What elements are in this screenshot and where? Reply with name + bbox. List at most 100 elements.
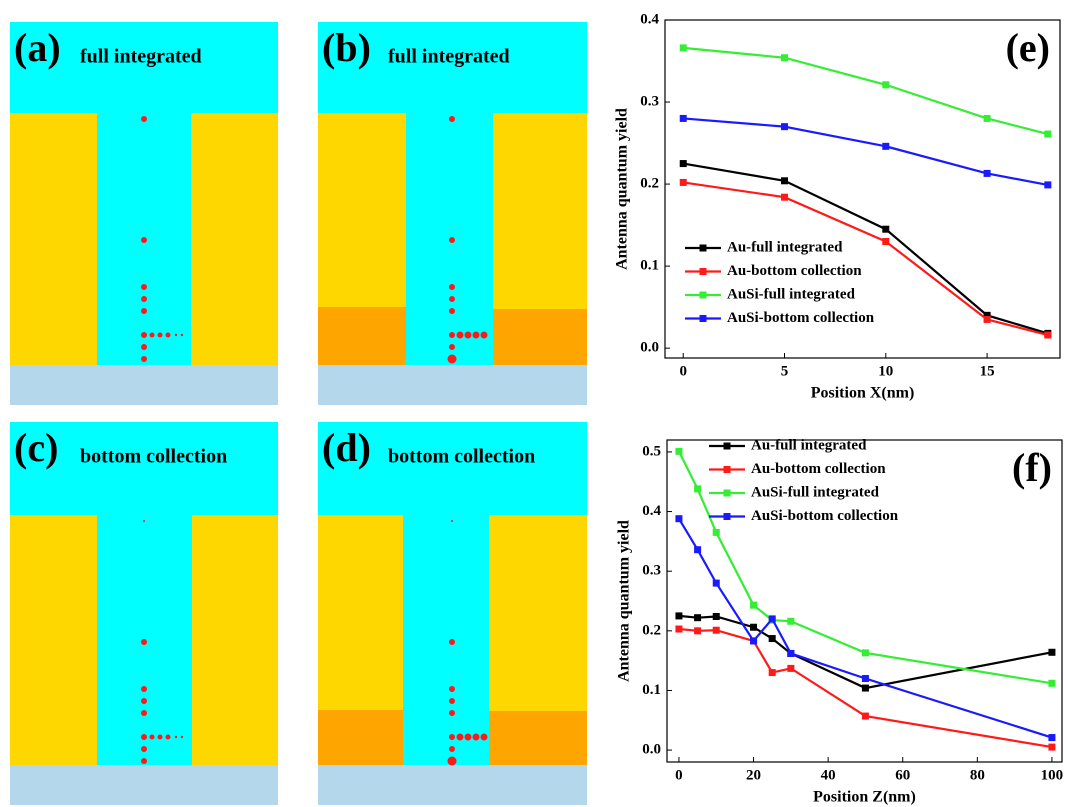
data-point: [781, 177, 788, 184]
dipole-dot: [449, 296, 455, 302]
data-point: [694, 614, 701, 621]
legend-marker: [700, 245, 707, 252]
x-tick-label: 60: [895, 767, 910, 783]
dipole-dot: [449, 686, 455, 692]
dipole-dot: [457, 332, 464, 339]
schematic-panel: (a) full integrated: [10, 22, 278, 405]
legend-label: AuSi-full integrated: [727, 286, 856, 302]
panel-caption: full integrated: [80, 46, 202, 68]
dipole-dot: [175, 736, 177, 738]
x-tick-label: 10: [878, 363, 893, 379]
orange-right: [489, 711, 587, 765]
dipole-dot: [141, 296, 147, 302]
data-point: [787, 665, 794, 672]
y-axis-label: Antenna quantum yield: [616, 520, 633, 682]
dipole-dot: [143, 520, 145, 522]
y-tick-label: 0.3: [640, 93, 659, 109]
dipole-dot: [158, 333, 163, 338]
data-point: [694, 546, 701, 553]
data-point: [675, 626, 682, 633]
data-point: [675, 515, 682, 522]
dipole-dot: [457, 734, 464, 741]
x-axis-label: Position Z(nm): [813, 789, 916, 806]
dipole-dot: [451, 520, 453, 522]
legend-marker: [724, 513, 731, 520]
data-point: [882, 143, 889, 150]
data-point: [862, 685, 869, 692]
dipole-dot: [449, 284, 455, 290]
data-point: [984, 115, 991, 122]
panel-label: (d): [322, 425, 371, 470]
figure: (a)full integrated(b)full integrated(c)b…: [0, 0, 1068, 807]
panel-label: (a): [14, 25, 61, 70]
dipole-dot: [150, 735, 155, 740]
dipole-dot: [141, 746, 147, 752]
data-point: [984, 316, 991, 323]
dipole-dot: [166, 333, 171, 338]
dipole-dot: [158, 735, 163, 740]
y-tick-label: 0.1: [640, 258, 659, 274]
y-tick-label: 0.2: [640, 176, 659, 192]
legend-marker: [724, 490, 731, 497]
x-tick-label: 20: [746, 767, 761, 783]
data-point: [675, 448, 682, 455]
dipole-dot: [449, 639, 455, 645]
gold-left: [10, 113, 97, 365]
dipole-dot: [449, 710, 455, 716]
data-point: [750, 602, 757, 609]
data-point: [680, 44, 687, 51]
orange-left: [318, 710, 403, 765]
dipole-dot: [449, 734, 455, 740]
legend-label: Au-full integrated: [751, 437, 867, 453]
data-point: [713, 580, 720, 587]
dipole-dot: [141, 758, 147, 764]
legend-marker: [700, 292, 707, 299]
y-tick-label: 0.5: [642, 443, 661, 459]
data-point: [781, 123, 788, 130]
gold-left: [10, 515, 97, 765]
orange-right: [493, 309, 587, 365]
panel-label: (f): [1012, 445, 1052, 490]
dipole-dot: [141, 332, 147, 338]
dipole-dot: [166, 735, 171, 740]
dipole-dot: [141, 308, 147, 314]
data-point: [984, 170, 991, 177]
dipole-dot: [175, 334, 177, 336]
dipole-dot: [449, 698, 455, 704]
data-point: [675, 612, 682, 619]
x-tick-label: 40: [821, 767, 836, 783]
data-point: [862, 675, 869, 682]
dipole-dot: [141, 356, 147, 362]
dipole-dot: [481, 734, 488, 741]
gold-right: [192, 515, 278, 765]
x-tick-label: 5: [781, 363, 789, 379]
data-point: [680, 115, 687, 122]
data-point: [694, 485, 701, 492]
panel-label: (c): [14, 425, 58, 470]
data-point: [781, 54, 788, 61]
dipole-dot: [141, 734, 147, 740]
y-tick-label: 0.3: [642, 563, 661, 579]
legend-label: Au-full integrated: [727, 239, 843, 255]
x-tick-label: 0: [675, 767, 683, 783]
dipole-dot: [465, 332, 472, 339]
y-tick-label: 0.1: [642, 682, 661, 698]
data-point: [882, 238, 889, 245]
data-point: [1048, 734, 1055, 741]
legend-marker: [700, 268, 707, 275]
x-tick-label: 100: [1041, 767, 1064, 783]
x-tick-label: 15: [980, 363, 995, 379]
data-point: [862, 713, 869, 720]
dipole-dot: [141, 237, 147, 243]
y-axis-label: Antenna quantum yield: [614, 108, 631, 270]
schematic-panel: (c)bottom collection: [10, 422, 278, 805]
legend-label: Au-bottom collection: [751, 461, 886, 477]
data-point: [769, 635, 776, 642]
dipole-dot: [473, 734, 480, 741]
data-point: [680, 179, 687, 186]
dipole-dot: [481, 332, 488, 339]
dipole-dot: [449, 237, 455, 243]
legend-marker: [724, 466, 731, 473]
x-tick-label: 0: [679, 363, 687, 379]
dipole-dot: [141, 686, 147, 692]
